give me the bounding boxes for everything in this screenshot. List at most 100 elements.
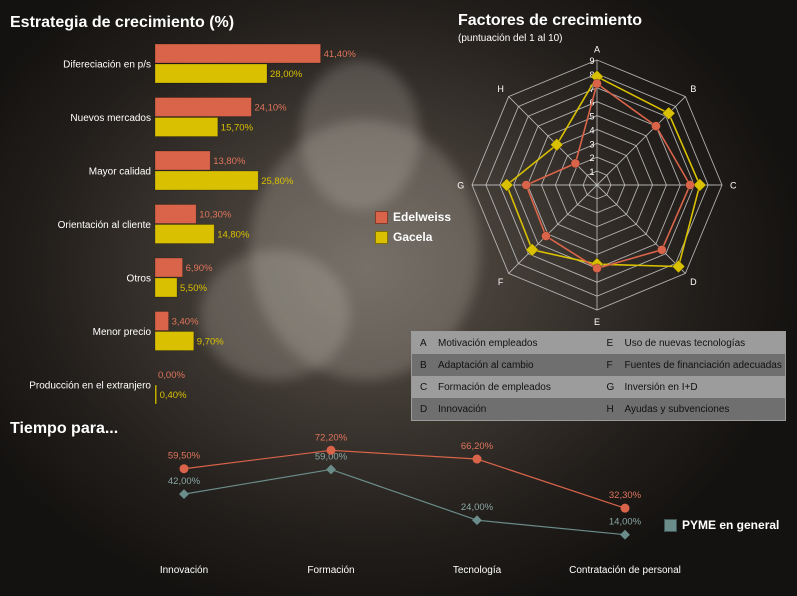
background-flower-petal [200, 250, 350, 380]
line-value-label: 59,00% [315, 451, 348, 462]
radar-point-edelweiss [651, 121, 661, 131]
bar-category-label: Nuevos mercados [70, 113, 151, 124]
bar-value-label: 28,00% [270, 69, 303, 80]
bar-value-label: 5,50% [180, 283, 207, 294]
radar-spoke [508, 96, 598, 186]
radar-axis-label: F [498, 277, 504, 287]
factor-legend-cell: D Innovación [412, 404, 599, 415]
bar-edelweiss [154, 257, 183, 278]
background-flower-petal [300, 60, 420, 210]
line-series-pyme-en-general [183, 468, 626, 536]
legend-edelweiss: Edelweiss [375, 210, 451, 224]
factor-key: B [420, 359, 427, 371]
radar-point-gacela [590, 69, 604, 84]
line-point-pyme [179, 489, 189, 500]
line-value-label: 24,00% [461, 502, 494, 513]
radar-point-edelweiss [541, 231, 551, 241]
radar-tick-label: 2 [589, 153, 594, 163]
radar-tick-label: 5 [589, 112, 594, 122]
bar-gacela [154, 384, 157, 405]
radar-point-edelweiss [592, 78, 602, 89]
line-point-edelweiss [472, 454, 482, 464]
factor-legend-cell: B Adaptación al cambio [412, 360, 599, 371]
line-point-edelweiss [326, 445, 336, 455]
line-category-label: Innovación [160, 565, 208, 576]
bar-value-label: 0,00% [158, 370, 185, 381]
radar-tick-label: 7 [589, 84, 594, 94]
legend-pyme: PYME en general [664, 518, 779, 532]
factor-legend-cell: G Inversión en I+D [599, 382, 786, 393]
radar-tick-label: 4 [589, 125, 594, 135]
legend-label-pyme: PYME en general [682, 518, 780, 532]
legend-gacela: Gacela [375, 230, 432, 244]
radar-point-gacela [661, 106, 676, 121]
legend-label-gacela: Gacela [393, 230, 433, 244]
legend-swatch-edelweiss [375, 210, 388, 224]
factor-key: D [420, 403, 428, 415]
line-point-edelweiss [620, 503, 630, 513]
bar-edelweiss [154, 204, 197, 224]
bar-value-label: 9,70% [197, 337, 224, 348]
factor-label: Uso de nuevas tecnologías [624, 337, 746, 349]
factor-legend-cell: A Motivación empleados [412, 338, 599, 349]
bar-value-label: 25,80% [261, 176, 294, 187]
factor-label: Ayudas y subvenciones [624, 403, 730, 415]
radar-axis-label: E [594, 317, 600, 327]
factor-label: Formación de empleados [438, 381, 551, 393]
factor-legend-cell: F Fuentes de financiación adecuadas [599, 360, 786, 371]
radar-point-gacela [692, 178, 707, 192]
line-category-label: Tecnología [453, 565, 502, 576]
line-category-label: Contratación de personal [569, 565, 681, 576]
line-value-label: 59,50% [168, 451, 201, 462]
factor-legend-row: B Adaptación al cambio F Fuentes de financ… [412, 354, 785, 376]
bar-value-label: 14,80% [217, 230, 250, 241]
bar-edelweiss [154, 150, 211, 171]
factor-label: Motivación empleados [438, 337, 538, 349]
factor-legend-row: D Innovación H Ayudas y subvenciones [412, 398, 785, 420]
radar-axis-label: B [690, 84, 696, 94]
strategy-chart-title: Estrategia de crecimiento (%) [10, 14, 235, 31]
radar-axis-label: D [690, 277, 697, 287]
time-chart-title: Tiempo para... [10, 420, 119, 437]
bar-edelweiss [154, 43, 321, 64]
factor-key: E [606, 337, 614, 349]
radar-tick-label: 8 [589, 70, 594, 80]
radar-axis-label: H [497, 84, 504, 94]
radar-point-edelweiss [592, 263, 602, 274]
bar-gacela [154, 277, 178, 298]
factor-label: Innovación [438, 403, 487, 415]
radar-axis-label: A [594, 44, 600, 54]
line-value-label: 42,00% [168, 476, 201, 487]
radar-point-edelweiss [521, 180, 531, 190]
bar-value-label: 24,10% [254, 103, 287, 114]
bar-gacela [154, 331, 195, 351]
bar-value-label: 6,90% [186, 263, 213, 274]
line-point-pyme [620, 529, 630, 540]
factor-legend-table: A Motivación empleados E Uso de nuevas tec… [411, 331, 786, 421]
radar-axis-label: C [730, 181, 737, 191]
legend-label-edelweiss: Edelweiss [393, 210, 452, 224]
radar-tick-label: 9 [589, 56, 594, 66]
radar-point-edelweiss [685, 180, 695, 190]
factors-chart-subtitle: (puntuación del 1 al 10) [458, 33, 563, 44]
radar-axis-label: G [457, 181, 464, 191]
line-value-label: 32,30% [609, 490, 642, 501]
factor-legend-cell: H Ayudas y subvenciones [599, 404, 786, 415]
bar-category-label: Mayor calidad [89, 167, 151, 178]
line-series-edelweiss [183, 449, 626, 509]
line-point-pyme [472, 515, 482, 526]
factors-chart-title: Factores de crecimiento [458, 12, 643, 29]
bar-edelweiss [154, 311, 169, 331]
bar-value-label: 41,40% [324, 49, 357, 60]
bar-category-label: Menor precio [93, 327, 152, 338]
line-value-label: 66,20% [461, 441, 494, 452]
factor-label: Fuentes de financiación adecuadas [624, 359, 782, 371]
factor-legend-cell: E Uso de nuevas tecnologías [599, 338, 786, 349]
factor-label: Inversión en I+D [624, 381, 698, 393]
radar-point-gacela [549, 137, 564, 152]
bar-gacela [154, 170, 259, 191]
line-point-pyme [326, 464, 336, 475]
radar-tick-label: 3 [589, 139, 594, 149]
line-category-label: Formación [307, 565, 354, 576]
